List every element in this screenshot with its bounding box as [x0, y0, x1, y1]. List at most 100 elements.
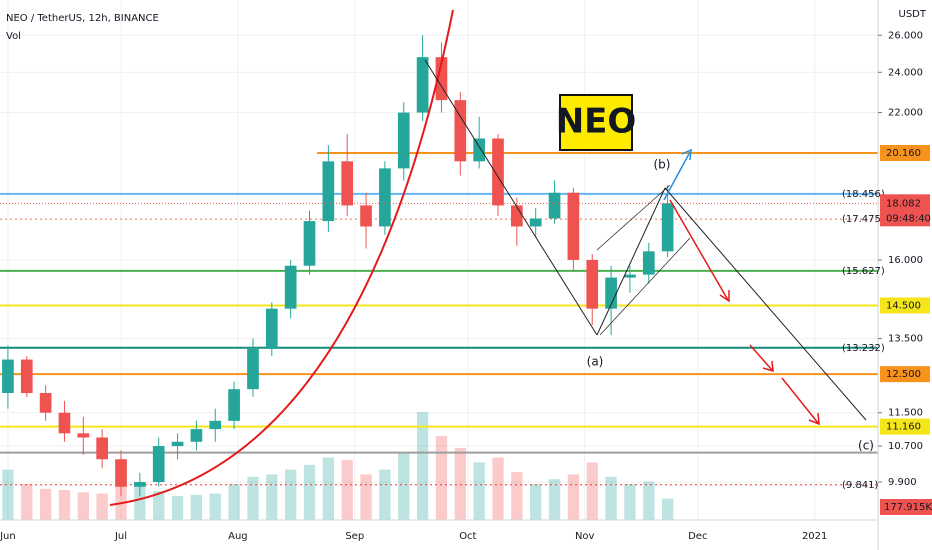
logo-box — [559, 94, 633, 151]
volume-bar — [39, 488, 52, 520]
level-label-box — [880, 297, 930, 314]
volume-bar — [247, 476, 259, 520]
candle-body — [39, 393, 52, 413]
candle-body — [379, 168, 391, 227]
plot-area: Jun Jul Aug Sep Oct Nov Dec 2021 — [0, 0, 878, 542]
candle-body — [492, 138, 504, 206]
volume-bar — [586, 462, 598, 520]
candle-body — [115, 459, 127, 487]
volume-bar — [322, 457, 335, 520]
volume-bar — [643, 481, 655, 520]
volume-bar — [661, 498, 674, 520]
candle-body — [96, 437, 109, 460]
candle-body — [529, 218, 542, 227]
volume-bar — [567, 474, 580, 520]
volume-bar — [454, 448, 466, 520]
volume-bar — [285, 469, 297, 520]
arrow-head — [808, 412, 820, 426]
candle-body — [397, 112, 410, 169]
countdown: 09:48:40 — [886, 213, 931, 224]
candle-body — [322, 161, 335, 222]
x-tick-label: Dec — [688, 531, 707, 542]
level-label: (9.841) — [842, 480, 879, 491]
candle-body — [661, 203, 674, 252]
x-tick-label: Sep — [345, 531, 364, 542]
y-tick-label: 11.500 — [888, 408, 923, 419]
last-price-box — [880, 194, 930, 227]
level-label: (18.456) — [842, 189, 885, 200]
candle-body — [473, 138, 485, 162]
volume-bar — [605, 476, 617, 520]
candle-body — [416, 57, 429, 113]
volume-bar — [266, 474, 278, 520]
volume-bar — [2, 469, 14, 520]
volume-bar — [96, 493, 108, 520]
wave-label: (b) — [654, 158, 671, 172]
y-tick-label: 26.000 — [888, 30, 923, 41]
level-label: (15.627) — [842, 266, 885, 277]
y-tick-label: 9.900 — [888, 477, 917, 488]
y-tick-label: 13.500 — [888, 334, 923, 345]
volume-bar — [190, 494, 203, 520]
wave-label: (c) — [858, 439, 874, 453]
volume-bar — [209, 493, 221, 520]
candle-body — [209, 420, 222, 430]
volume-bar — [134, 486, 146, 520]
volume-bar — [228, 484, 240, 520]
candle-body — [152, 446, 165, 483]
arrow-head — [762, 360, 774, 373]
last-price-label: 18.082 — [886, 198, 921, 209]
candle-body — [567, 192, 580, 260]
trend-line — [424, 59, 598, 336]
volume-label-box — [880, 499, 932, 515]
volume-bar — [473, 462, 485, 520]
candle-body — [265, 308, 278, 349]
y-tick-label: 10.700 — [888, 441, 923, 452]
candle-body — [190, 429, 203, 442]
candle-body — [586, 259, 599, 309]
candle-body — [247, 348, 259, 390]
candle-body — [341, 161, 354, 206]
level-label: 12.500 — [886, 369, 921, 380]
volume-bar — [360, 474, 372, 520]
y-tick-label: 24.000 — [888, 67, 923, 78]
candle-body — [624, 274, 636, 278]
candle-body — [454, 100, 467, 162]
candle-body — [171, 441, 184, 447]
candle-body — [360, 205, 372, 227]
candle-body — [284, 265, 297, 309]
volume-bar — [379, 469, 391, 520]
x-tick-label: Jun — [0, 531, 16, 542]
level-label: 11.160 — [886, 422, 921, 433]
volume-bar — [77, 492, 89, 520]
currency-label: USDT — [899, 9, 927, 20]
channel-line — [599, 237, 691, 336]
volume-bar — [303, 464, 316, 520]
volume-label: 177.915K — [884, 502, 932, 513]
arrow — [749, 344, 773, 371]
volume-bar — [416, 412, 429, 520]
arrow — [663, 151, 691, 201]
level-label-box — [880, 418, 930, 435]
volume-bar — [341, 460, 353, 520]
candle-body — [228, 389, 240, 421]
chart-title: NEO / TetherUS, 12h, BINANCE — [6, 13, 159, 24]
level-label: (13.232) — [842, 343, 885, 354]
y-tick-label: 22.000 — [888, 108, 923, 119]
candle-body — [20, 359, 33, 394]
x-tick-label: Oct — [459, 531, 476, 542]
candle-body — [303, 221, 316, 266]
level-label: 20.160 — [886, 148, 921, 159]
arrow-head — [681, 148, 692, 161]
candle-body — [2, 359, 14, 394]
candle-body — [548, 192, 561, 219]
volume-bar — [58, 490, 71, 520]
arrow — [781, 377, 819, 424]
wave-label: (a) — [587, 355, 604, 369]
x-tick-label: Nov — [575, 531, 595, 542]
arc-drawing — [109, 9, 454, 506]
level-label: 14.500 — [886, 300, 921, 311]
x-tick-label: Aug — [228, 531, 248, 542]
x-tick-label: Jul — [114, 531, 127, 542]
